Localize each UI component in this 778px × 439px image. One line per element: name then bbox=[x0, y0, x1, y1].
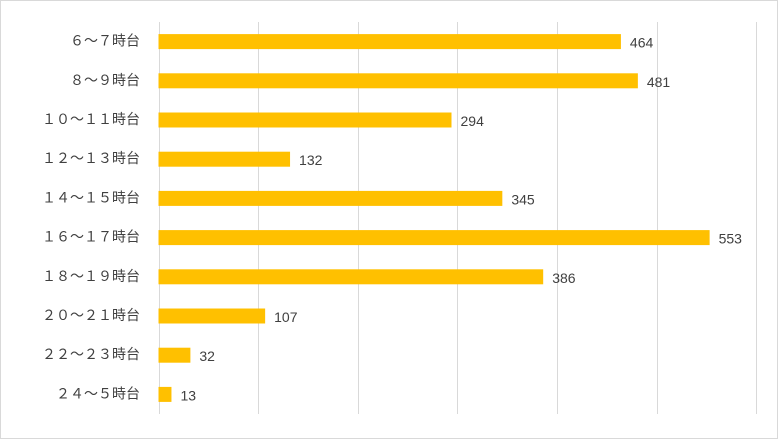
data-label-8: 107 bbox=[274, 309, 298, 325]
data-label-2: 481 bbox=[647, 74, 671, 90]
data-label-5: 345 bbox=[511, 191, 535, 207]
category-label-9: ２２～２３時台 bbox=[42, 347, 140, 363]
category-label-6: １６～１７時台 bbox=[42, 230, 140, 246]
category-label-5: １４～１５時台 bbox=[42, 190, 140, 206]
bar-6 bbox=[158, 230, 710, 246]
category-label-3: １０～１１時台 bbox=[42, 112, 140, 128]
category-label-1: ６～７時台 bbox=[70, 34, 140, 50]
category-label-10: ２４～５時台 bbox=[56, 386, 140, 402]
data-label-9: 32 bbox=[199, 348, 215, 364]
data-labels: 464 481 294 132 345 553 386 107 32 13 bbox=[180, 35, 742, 404]
data-label-4: 132 bbox=[299, 152, 323, 168]
bar-5 bbox=[158, 190, 503, 206]
category-label-7: １８～１９時台 bbox=[42, 269, 140, 285]
bars bbox=[158, 34, 710, 402]
bar-9 bbox=[158, 347, 191, 363]
data-label-3: 294 bbox=[461, 113, 485, 129]
bar-4 bbox=[158, 151, 291, 167]
bar-7 bbox=[158, 269, 544, 285]
category-label-8: ２０～２１時台 bbox=[42, 308, 140, 324]
category-label-2: ８～９時台 bbox=[70, 73, 140, 89]
data-label-1: 464 bbox=[630, 35, 654, 51]
category-labels: ６～７時台 ８～９時台 １０～１１時台 １２～１３時台 １４～１５時台 １６～１７時台 １８… bbox=[42, 34, 140, 403]
category-label-4: １２～１３時台 bbox=[42, 151, 140, 167]
data-label-10: 13 bbox=[180, 387, 196, 403]
bar-8 bbox=[158, 308, 266, 324]
bar-1 bbox=[158, 34, 621, 50]
data-label-6: 553 bbox=[719, 231, 743, 247]
bar-2 bbox=[158, 73, 638, 89]
bar-3 bbox=[158, 112, 452, 128]
data-label-7: 386 bbox=[552, 270, 576, 286]
bar-10 bbox=[158, 386, 172, 402]
